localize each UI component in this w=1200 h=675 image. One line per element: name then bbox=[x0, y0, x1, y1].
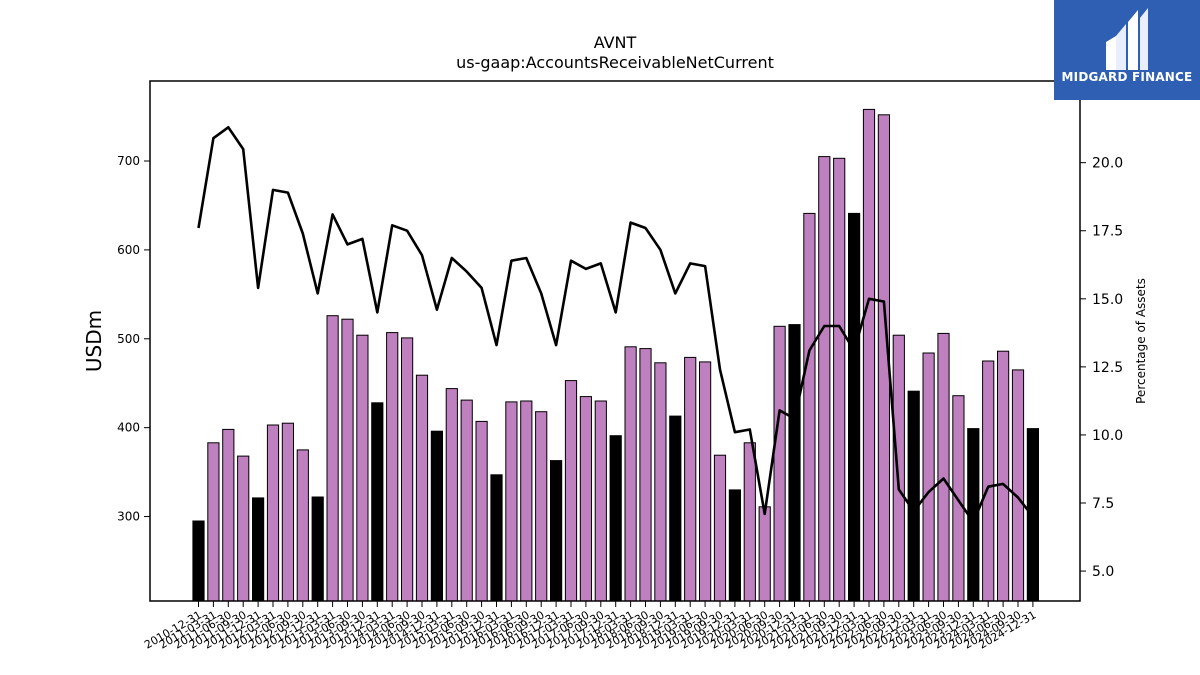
bar bbox=[833, 157, 846, 602]
y-tick-label: 300 bbox=[117, 510, 140, 524]
bar bbox=[475, 420, 488, 602]
bar bbox=[713, 454, 727, 602]
plot-frame bbox=[149, 80, 1081, 602]
bar bbox=[788, 324, 801, 602]
bar bbox=[594, 400, 607, 602]
bar bbox=[192, 520, 205, 602]
bar bbox=[892, 334, 905, 602]
bar bbox=[296, 449, 309, 602]
bar bbox=[743, 442, 756, 602]
chart-subtitle: us-gaap:AccountsReceivableNetCurrent bbox=[456, 53, 774, 72]
y2-tick-label: 10.0 bbox=[1092, 428, 1123, 444]
y-tick-label: 700 bbox=[117, 154, 140, 168]
bar bbox=[907, 390, 920, 602]
line-group bbox=[197, 126, 1034, 524]
bar bbox=[862, 108, 876, 602]
y2-tick-label: 20.0 bbox=[1092, 156, 1123, 172]
x-axis: 2010-12-312011-03-312011-06-302011-09-30… bbox=[142, 601, 1038, 652]
y2-tick-label: 7.5 bbox=[1092, 496, 1114, 512]
bar bbox=[386, 332, 399, 602]
bar bbox=[550, 460, 563, 602]
y-axis-left: 300 400 500 600 700 bbox=[117, 154, 150, 524]
bar bbox=[252, 497, 265, 602]
bar bbox=[341, 318, 354, 602]
y-axis-label: USDm bbox=[82, 310, 106, 372]
bar bbox=[207, 442, 220, 602]
bar bbox=[982, 360, 995, 602]
bar bbox=[237, 455, 250, 602]
bar bbox=[818, 156, 831, 602]
bar bbox=[1011, 369, 1025, 602]
y-tick-label: 500 bbox=[117, 332, 140, 346]
y2-tick-label: 15.0 bbox=[1092, 292, 1123, 308]
bar bbox=[222, 428, 235, 602]
y2-tick-label: 17.5 bbox=[1092, 224, 1123, 240]
bar bbox=[415, 374, 429, 602]
y2-tick-label: 12.5 bbox=[1092, 360, 1123, 376]
bar bbox=[326, 315, 339, 602]
bar bbox=[520, 400, 533, 602]
bar bbox=[490, 474, 503, 602]
bar bbox=[922, 352, 935, 602]
bar bbox=[401, 337, 414, 602]
bar bbox=[624, 346, 637, 602]
bar bbox=[460, 399, 473, 602]
bar bbox=[371, 402, 384, 602]
y-axis-right: 5.0 7.5 10.0 12.5 15.0 17.5 20.0 bbox=[1080, 156, 1123, 580]
bar bbox=[997, 350, 1010, 602]
bar bbox=[535, 411, 548, 602]
bar bbox=[445, 388, 458, 602]
logo-mark-icon bbox=[1106, 8, 1148, 70]
y2-axis-label: Percentage of Assets bbox=[1134, 278, 1148, 404]
bar bbox=[848, 212, 861, 602]
bar bbox=[728, 489, 741, 602]
bar bbox=[639, 348, 652, 602]
bar bbox=[773, 325, 786, 602]
logo-text: MIDGARD FINANCE bbox=[1061, 70, 1193, 84]
bar bbox=[609, 435, 622, 602]
bar bbox=[266, 424, 280, 602]
bar bbox=[311, 496, 324, 602]
y-tick-label: 400 bbox=[117, 421, 140, 435]
chart-title: AVNT bbox=[594, 33, 637, 52]
y-tick-label: 600 bbox=[117, 243, 140, 257]
bar bbox=[430, 430, 443, 602]
bar bbox=[564, 380, 578, 602]
bar bbox=[758, 506, 771, 602]
bar bbox=[654, 362, 667, 602]
bar bbox=[281, 422, 294, 602]
bar bbox=[937, 332, 950, 602]
brand-logo: MIDGARD FINANCE bbox=[1054, 0, 1200, 100]
bar bbox=[505, 401, 518, 602]
bar bbox=[803, 212, 816, 602]
bar bbox=[579, 396, 592, 602]
bar bbox=[669, 415, 682, 602]
bar bbox=[699, 361, 712, 602]
bar bbox=[684, 356, 697, 602]
y2-tick-label: 5.0 bbox=[1092, 564, 1114, 580]
bars-group bbox=[192, 108, 1040, 602]
series-line bbox=[197, 126, 1034, 524]
bar bbox=[356, 334, 369, 602]
